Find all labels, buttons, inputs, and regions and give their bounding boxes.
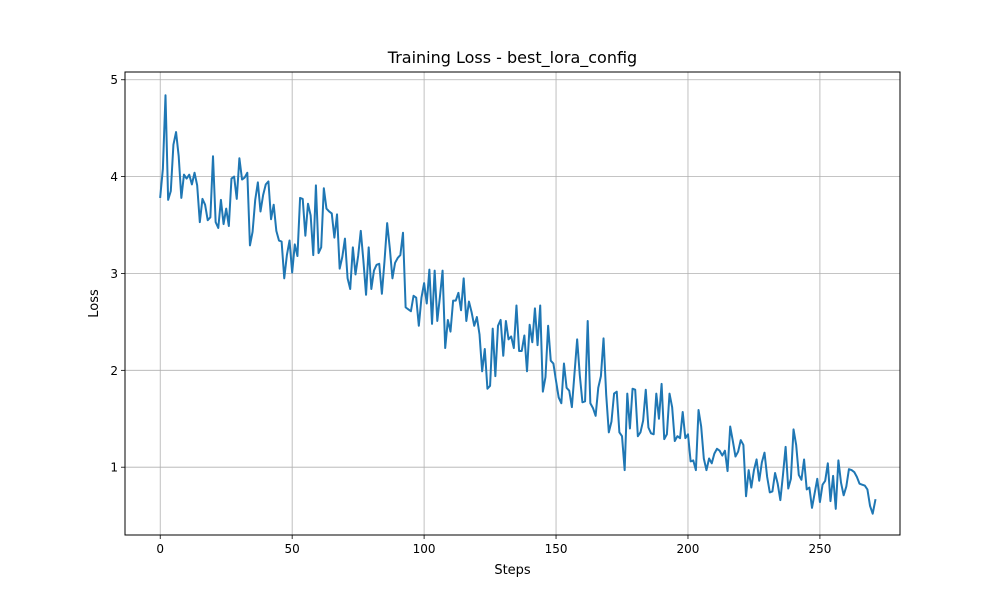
tick-layer: 0 50 100 150 200 250 1 2 3 4 5 [110,73,831,556]
y-axis-label: Loss [87,289,102,318]
plot-area [125,72,900,535]
plot-frame [124,71,901,536]
y-tick-label: 4 [110,170,118,184]
y-tick-label: 2 [110,364,118,378]
y-tick-label: 3 [110,267,118,281]
x-tick-label: 150 [545,542,568,556]
x-tick-label: 50 [285,542,300,556]
x-tick-label: 0 [156,542,164,556]
x-tick-label: 200 [677,542,700,556]
x-tick-label: 250 [808,542,831,556]
line-layer [159,94,877,515]
chart-title: Training Loss - best_lora_config [387,48,637,68]
grid-layer [125,72,900,535]
y-tick-label: 1 [110,461,118,475]
x-tick-label: 100 [413,542,436,556]
loss-series-line [159,94,877,515]
x-axis-label: Steps [494,563,531,578]
y-tick-label: 5 [110,73,118,87]
